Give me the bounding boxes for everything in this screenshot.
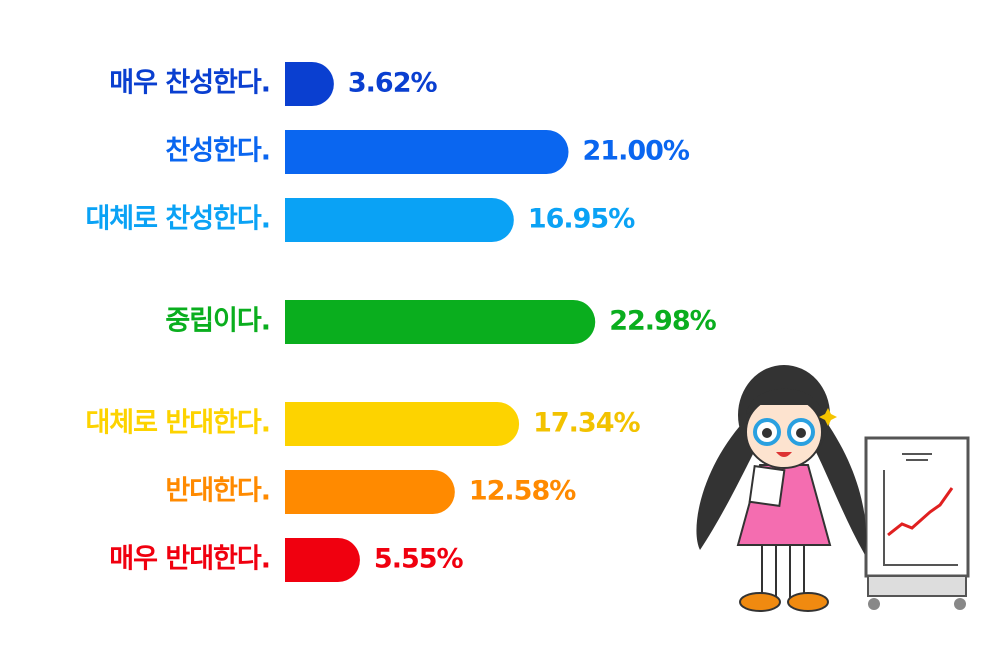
value-label: 22.98% [609, 306, 716, 337]
sparkle [819, 408, 837, 426]
category-label: 매우 반대한다. [109, 544, 270, 575]
easel-board [864, 436, 970, 578]
wheel [954, 598, 966, 610]
value-label: 17.34% [533, 408, 640, 439]
mouth [776, 452, 792, 457]
easel-trend [887, 487, 954, 537]
bar [285, 470, 455, 514]
bar [285, 300, 596, 344]
easel-base [867, 575, 967, 597]
bangs [746, 388, 822, 415]
eye [796, 428, 806, 438]
bar [285, 538, 360, 582]
value-label: 21.00% [583, 136, 690, 167]
value-label: 5.55% [374, 544, 464, 575]
easel-axes [883, 470, 958, 566]
illustration [696, 365, 970, 612]
bar [285, 130, 569, 174]
category-label: 대체로 반대한다. [85, 408, 270, 439]
category-label: 매우 찬성한다. [109, 68, 270, 99]
hair [815, 420, 867, 555]
hair [696, 420, 755, 550]
bar [285, 198, 514, 242]
value-label: 3.62% [348, 68, 438, 99]
category-label: 중립이다. [165, 306, 270, 337]
leg [761, 539, 777, 599]
shoe [787, 592, 829, 612]
bar-group: 매우 찬성한다. 3.62% 찬성한다. 21.00% 대체로 찬성한다. 16.95% 중… [85, 62, 718, 582]
category-label: 찬성한다. [165, 136, 270, 167]
bar [285, 62, 334, 106]
eye [762, 428, 772, 438]
shoe [739, 592, 781, 612]
wheel [868, 598, 880, 610]
value-label: 12.58% [469, 476, 576, 507]
category-label: 반대한다. [165, 476, 270, 507]
leg [789, 539, 805, 599]
paper [748, 464, 786, 508]
value-label: 16.95% [528, 204, 635, 235]
category-label: 대체로 찬성한다. [85, 204, 270, 235]
bar [285, 402, 520, 446]
